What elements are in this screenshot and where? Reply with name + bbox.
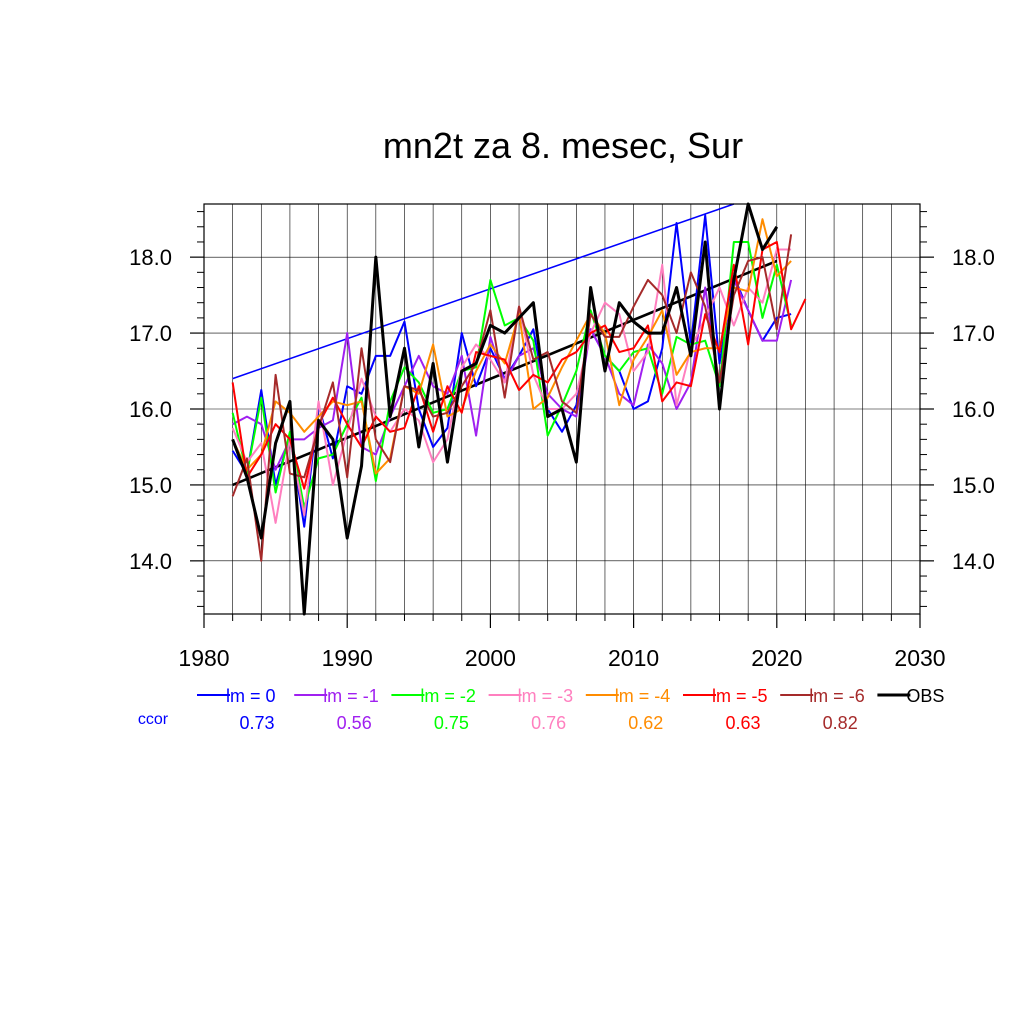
y-tick-label-right: 17.0 xyxy=(952,321,995,346)
x-tick-label: 2030 xyxy=(894,645,945,671)
y-tick-label-left: 15.0 xyxy=(129,473,172,498)
y-tick-label-right: 14.0 xyxy=(952,549,995,574)
trend-line xyxy=(232,203,735,380)
y-tick-label-left: 18.0 xyxy=(129,245,172,270)
ccor-label: ccor xyxy=(138,711,169,728)
legend-label: lm = -1 xyxy=(323,686,379,706)
legend-label: lm = -2 xyxy=(420,686,476,706)
y-tick-label-right: 18.0 xyxy=(952,245,995,270)
series-lines xyxy=(231,202,807,616)
legend-label: lm = -4 xyxy=(615,686,671,706)
legend: lm = 0 0.73 lm = -1 0.56 lm = -2 0.75 lm = -3 0… xyxy=(138,686,945,733)
ccor-value: 0.82 xyxy=(823,713,858,733)
x-tick-label: 2010 xyxy=(608,645,659,671)
ccor-value: 0.76 xyxy=(531,713,566,733)
y-tick-label-left: 16.0 xyxy=(129,397,172,422)
x-tick-label: 2000 xyxy=(465,645,516,671)
ccor-value: 0.56 xyxy=(337,713,372,733)
x-tick-label: 1980 xyxy=(178,645,229,671)
legend-label: OBS xyxy=(906,686,944,706)
ccor-value: 0.63 xyxy=(725,713,760,733)
y-tick-label-left: 17.0 xyxy=(129,321,172,346)
x-tick-label: 1990 xyxy=(322,645,373,671)
series-line xyxy=(231,240,793,509)
chart-title: mn2t za 8. mesec, Sur xyxy=(383,125,743,166)
series-line xyxy=(231,202,779,616)
y-tick-label-right: 16.0 xyxy=(952,397,995,422)
ccor-value: 0.62 xyxy=(628,713,663,733)
series-line xyxy=(231,248,792,524)
trend-line xyxy=(232,259,778,487)
legend-label: lm = -3 xyxy=(518,686,574,706)
legend-label: lm = 0 xyxy=(226,686,276,706)
ccor-value: 0.75 xyxy=(434,713,469,733)
legend-label: lm = -6 xyxy=(809,686,865,706)
axis-ticks: 1980 1990 2000 2010 2020 2030 14.0 14.0 15.0 15.0… xyxy=(129,211,995,671)
y-tick-label-right: 15.0 xyxy=(952,473,995,498)
x-tick-label: 2020 xyxy=(751,645,802,671)
legend-label: lm = -5 xyxy=(712,686,768,706)
ccor-value: 0.73 xyxy=(239,713,274,733)
y-tick-label-left: 14.0 xyxy=(129,549,172,574)
